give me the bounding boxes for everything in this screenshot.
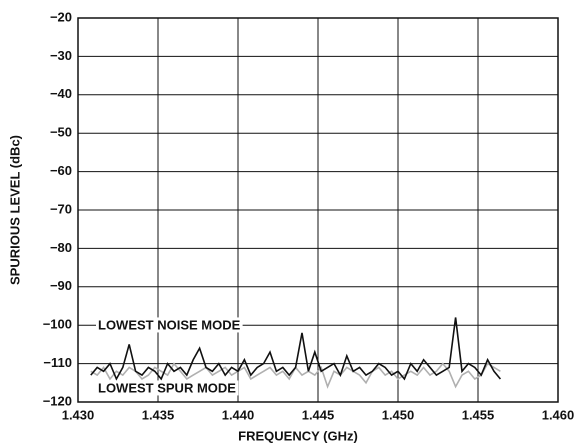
x-tick-label: 1.455 <box>462 407 495 422</box>
y-tick-label: −80 <box>50 240 72 255</box>
y-tick-label: −20 <box>50 9 72 24</box>
y-tick-label: −120 <box>43 393 72 408</box>
x-tick-label: 1.450 <box>382 407 415 422</box>
y-tick-label: −50 <box>50 125 72 140</box>
y-tick-label: −110 <box>43 355 72 370</box>
y-tick-label: −40 <box>50 86 72 101</box>
y-tick-label: −30 <box>50 48 72 63</box>
y-tick-label: −70 <box>50 201 72 216</box>
x-tick-label: 1.440 <box>222 407 255 422</box>
x-tick-label: 1.445 <box>302 407 335 422</box>
y-tick-label: −90 <box>50 278 72 293</box>
x-tick-label: 1.460 <box>542 407 575 422</box>
series-label: LOWEST NOISE MODE <box>98 317 241 332</box>
x-tick-label: 1.430 <box>62 407 95 422</box>
x-axis-label: FREQUENCY (GHz) <box>238 428 358 443</box>
series-label: LOWEST SPUR MODE <box>98 380 236 395</box>
label-background <box>96 380 239 396</box>
series-line <box>90 317 502 381</box>
y-axis-label: SPURIOUS LEVEL (dBc) <box>7 135 22 285</box>
y-tick-label: −60 <box>50 163 72 178</box>
plot-frame <box>77 17 559 403</box>
label-background <box>96 317 243 333</box>
x-tick-label: 1.435 <box>142 407 175 422</box>
y-tick-label: −100 <box>43 317 72 332</box>
